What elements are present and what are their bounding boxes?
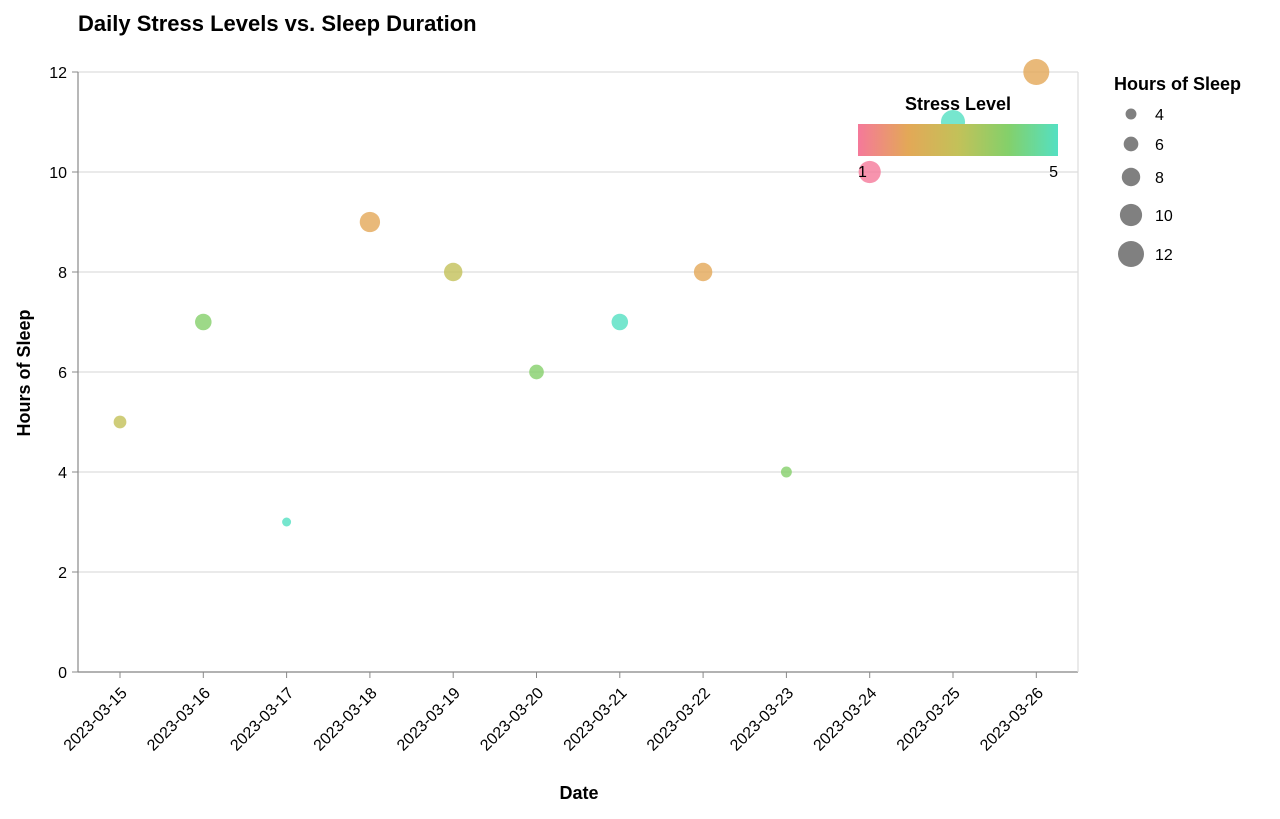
- size-legend-label: 12: [1155, 247, 1173, 264]
- color-legend-min-label: 1: [858, 164, 867, 181]
- size-legend-symbol: [1119, 203, 1143, 227]
- chart-title: Daily Stress Levels vs. Sleep Duration: [78, 11, 477, 36]
- x-tick-label: 2023-03-24: [811, 685, 881, 755]
- data-point[interactable]: 2023-03-15 — 5: [113, 415, 127, 429]
- y-tick-label: 6: [58, 365, 67, 382]
- data-point[interactable]: 2023-03-17 — 3: [282, 517, 292, 527]
- data-point[interactable]: 2023-03-21 — 7: [611, 313, 629, 331]
- size-legend-title: Hours of Sleep: [1114, 74, 1241, 94]
- size-legend-label: 8: [1155, 170, 1164, 187]
- x-tick-label: 2023-03-15: [61, 685, 131, 755]
- y-tick-label: 4: [58, 465, 67, 482]
- data-point[interactable]: 2023-03-19 — 8: [443, 262, 463, 282]
- data-point[interactable]: 2023-03-24 — 10: [858, 160, 881, 184]
- gridlines: [78, 71, 1078, 673]
- data-point[interactable]: 2023-03-22 — 8: [693, 262, 713, 282]
- y-tick-label: 10: [49, 165, 67, 182]
- size-legend-symbol: [1118, 241, 1144, 267]
- y-tick-label: 0: [58, 665, 67, 682]
- x-tick-label: 2023-03-22: [644, 685, 714, 755]
- x-tick-label: 2023-03-26: [977, 685, 1047, 755]
- x-tick-label: 2023-03-25: [894, 685, 964, 755]
- y-tick-label: 8: [58, 265, 67, 282]
- x-tick-label: 2023-03-18: [311, 685, 381, 755]
- y-tick-label: 12: [49, 65, 67, 82]
- color-legend-title: Stress Level: [905, 94, 1011, 114]
- x-tick-label: 2023-03-17: [227, 685, 297, 755]
- size-legend-symbol: [1125, 108, 1137, 120]
- data-point[interactable]: 2023-03-23 — 4: [780, 466, 792, 478]
- size-legend-label: 6: [1155, 137, 1164, 154]
- size-legend-symbol: [1121, 167, 1141, 187]
- x-axis-title: Date: [559, 783, 598, 803]
- data-point[interactable]: 2023-03-26 — 12: [1023, 59, 1050, 85]
- x-tick-label: 2023-03-23: [727, 685, 797, 755]
- color-legend-gradient-bar: [858, 124, 1058, 156]
- y-tick-label: 2: [58, 565, 67, 582]
- data-point[interactable]: 2023-03-16 — 7: [195, 313, 212, 331]
- y-axis-title: Hours of Sleep: [14, 309, 34, 436]
- x-tick-label: 2023-03-16: [144, 685, 214, 755]
- color-legend-max-label: 5: [1049, 164, 1058, 181]
- x-tick-label: 2023-03-19: [394, 685, 464, 755]
- color-legend: Stress Level 1 5: [858, 94, 1058, 181]
- data-point[interactable]: 2023-03-18 — 9: [359, 211, 381, 233]
- size-legend-label: 10: [1155, 208, 1173, 225]
- x-tick-label: 2023-03-21: [561, 685, 631, 755]
- size-legend-label: 4: [1155, 107, 1164, 124]
- size-legend: Hours of Sleep 4 6 8 10 12: [1114, 74, 1241, 267]
- data-point[interactable]: 2023-03-20 — 6: [529, 364, 544, 380]
- x-tick-label: 2023-03-20: [477, 685, 547, 755]
- size-legend-symbol: [1123, 136, 1139, 152]
